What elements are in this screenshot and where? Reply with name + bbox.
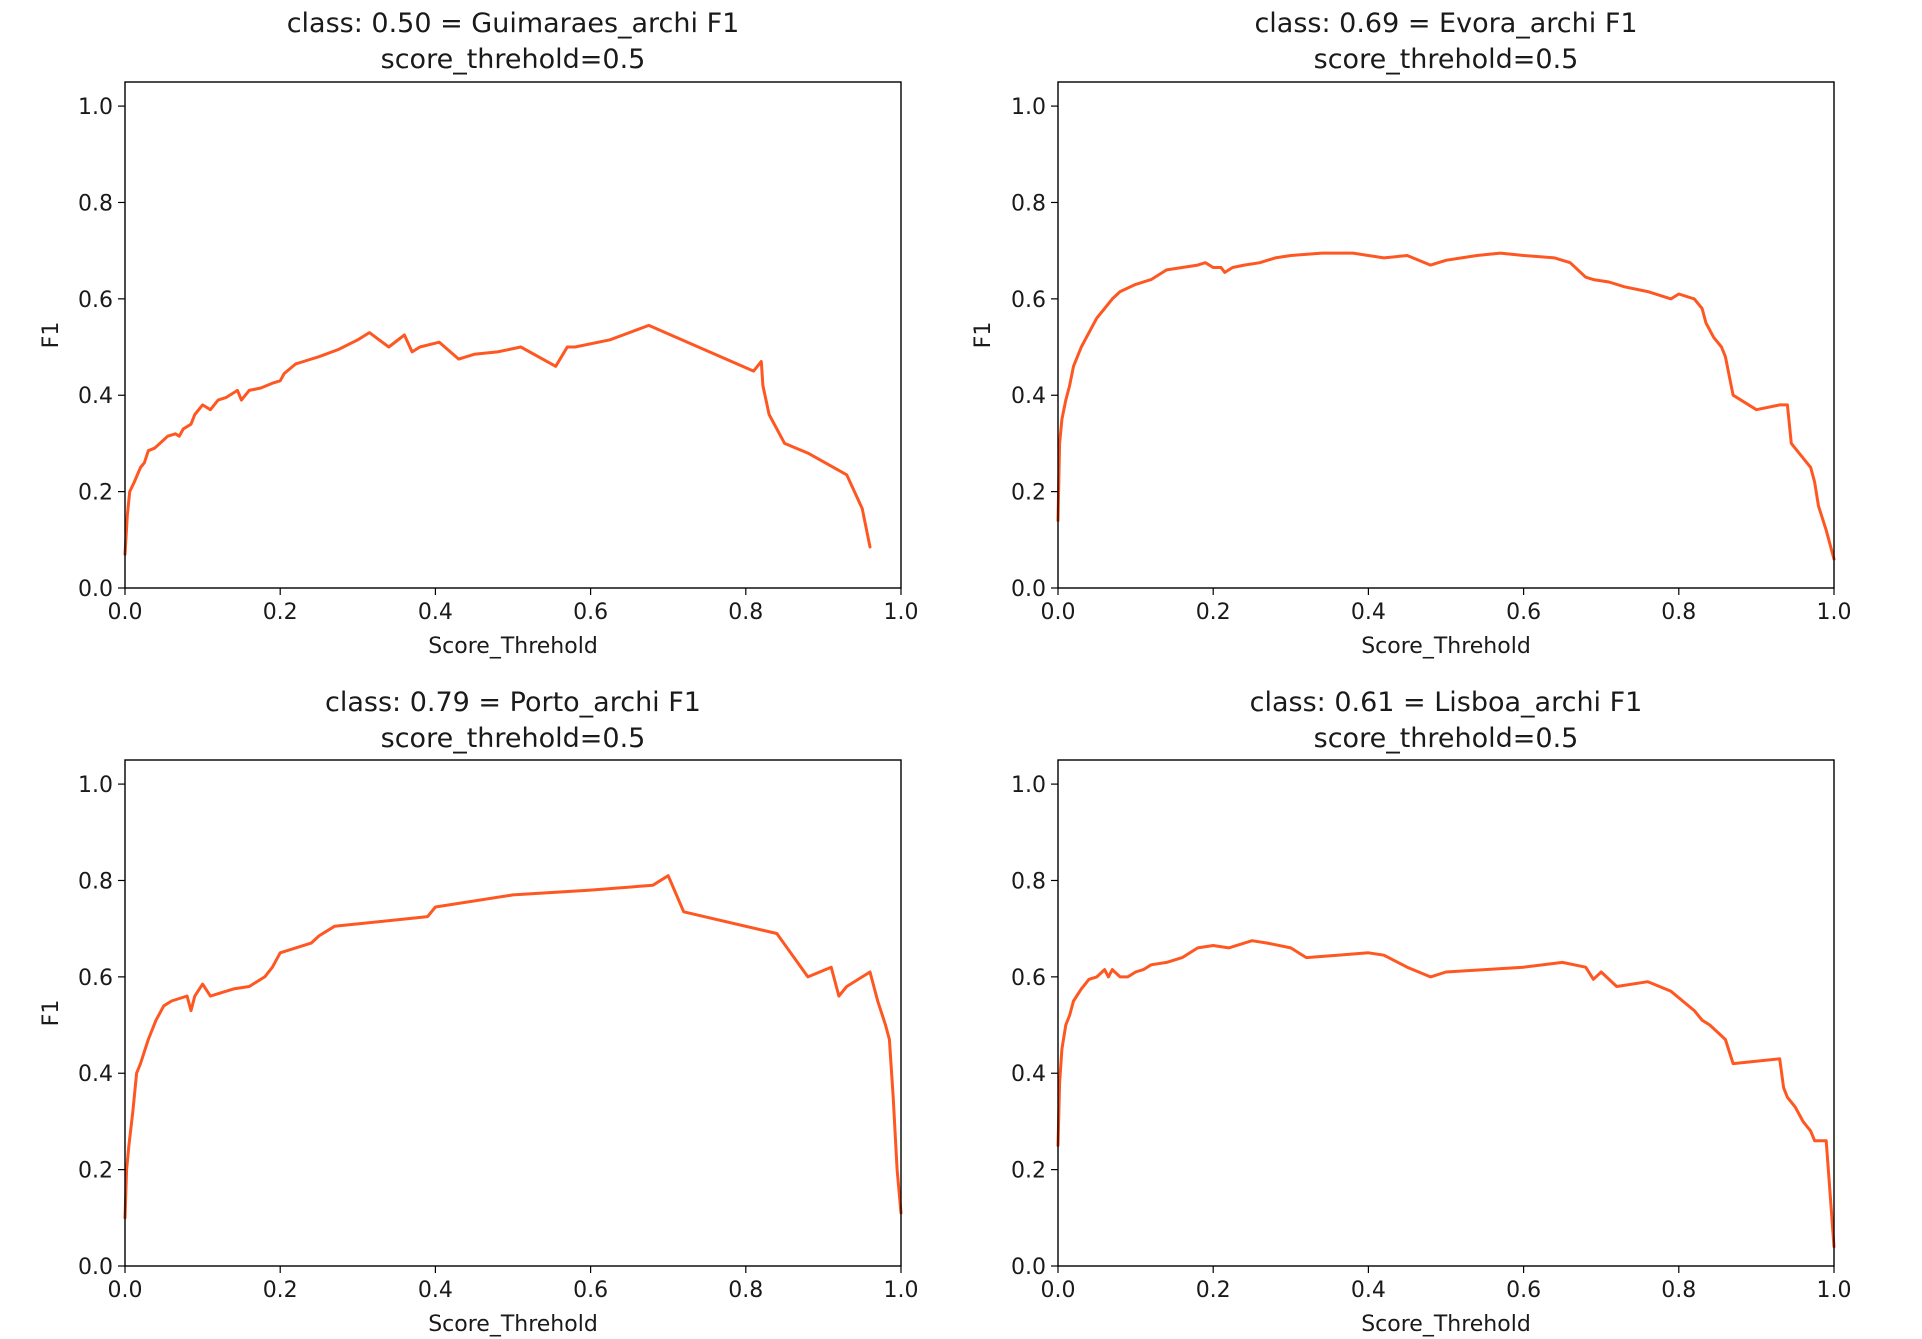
x-tick-label: 0.4	[418, 600, 453, 625]
x-axis-label: Score_Threhold	[428, 634, 598, 659]
x-tick-label: 0.4	[1351, 1278, 1386, 1303]
y-tick-label: 1.0	[1011, 773, 1046, 798]
y-tick-label: 0.6	[78, 966, 113, 991]
x-tick-label: 0.6	[573, 1278, 608, 1303]
series-line	[1056, 251, 1836, 561]
x-tick-label: 0.2	[263, 600, 298, 625]
y-tick-label: 1.0	[78, 773, 113, 798]
series-line	[1056, 939, 1836, 1249]
series-line	[123, 874, 903, 1220]
x-tick-label: 0.2	[1196, 1278, 1231, 1303]
y-tick-label: 0.2	[78, 481, 113, 506]
x-tick-label: 1.0	[1817, 1278, 1852, 1303]
y-tick-label: 0.2	[1011, 481, 1046, 506]
y-tick-label: 0.8	[78, 869, 113, 894]
y-tick-label: 0.4	[78, 1062, 113, 1087]
chart-subtitle: score_threhold=0.5	[381, 44, 646, 75]
y-tick-label: 0.6	[1011, 966, 1046, 991]
x-tick-label: 1.0	[884, 600, 919, 625]
y-axis-label: F1	[39, 1000, 64, 1027]
y-tick-label: 0.0	[78, 1255, 113, 1280]
x-tick-label: 0.2	[1196, 600, 1231, 625]
x-tick-label: 0.8	[1661, 1278, 1696, 1303]
plot-frame	[124, 759, 902, 1267]
chart-subtitle: score_threhold=0.5	[1314, 44, 1579, 75]
plot-frame	[1057, 81, 1835, 589]
y-tick-label: 0.2	[1011, 1159, 1046, 1184]
subplot-evora: class: 0.69 = Evora_archi F1 score_threh…	[971, 8, 1852, 659]
x-axis-label: Score_Threhold	[1361, 1312, 1531, 1337]
y-tick-label: 0.4	[1011, 384, 1046, 409]
y-tick-label: 0.0	[1011, 577, 1046, 602]
x-tick-label: 0.8	[728, 600, 763, 625]
y-tick-label: 1.0	[78, 95, 113, 120]
chart-subtitle: score_threhold=0.5	[1314, 723, 1579, 754]
x-tick-label: 0.6	[573, 600, 608, 625]
series-line	[123, 323, 872, 556]
subplot-porto: class: 0.79 = Porto_archi F1 score_threh…	[39, 687, 919, 1337]
y-tick-label: 1.0	[1011, 95, 1046, 120]
plot-frame	[1057, 759, 1835, 1267]
subplot-lisboa: class: 0.61 = Lisboa_archi F1 score_thre…	[1011, 687, 1852, 1337]
y-axis-label: F1	[39, 322, 64, 349]
chart-title: class: 0.79 = Porto_archi F1	[325, 687, 701, 718]
x-tick-label: 0.0	[108, 1278, 143, 1303]
y-tick-label: 0.6	[78, 288, 113, 313]
chart-title: class: 0.69 = Evora_archi F1	[1254, 8, 1637, 39]
x-tick-label: 0.0	[1041, 1278, 1076, 1303]
plot-frame	[124, 81, 902, 589]
chart-title: class: 0.61 = Lisboa_archi F1	[1250, 687, 1643, 718]
chart-subtitle: score_threhold=0.5	[381, 723, 646, 754]
y-tick-label: 0.8	[1011, 869, 1046, 894]
y-tick-label: 0.0	[78, 577, 113, 602]
y-tick-label: 0.2	[78, 1159, 113, 1184]
x-tick-label: 1.0	[1817, 600, 1852, 625]
x-tick-label: 0.8	[728, 1278, 763, 1303]
x-tick-label: 0.8	[1661, 600, 1696, 625]
y-axis-label: F1	[971, 322, 996, 349]
x-axis-label: Score_Threhold	[428, 1312, 598, 1337]
x-tick-label: 0.2	[263, 1278, 298, 1303]
y-tick-label: 0.8	[1011, 191, 1046, 216]
x-axis-label: Score_Threhold	[1361, 634, 1531, 659]
y-tick-label: 0.0	[1011, 1255, 1046, 1280]
x-tick-label: 0.4	[1351, 600, 1386, 625]
y-tick-label: 0.4	[78, 384, 113, 409]
y-tick-label: 0.4	[1011, 1062, 1046, 1087]
x-tick-label: 0.0	[1041, 600, 1076, 625]
x-tick-label: 0.6	[1506, 1278, 1541, 1303]
y-tick-label: 0.8	[78, 191, 113, 216]
y-tick-label: 0.6	[1011, 288, 1046, 313]
subplot-guimaraes: class: 0.50 = Guimaraes_archi F1 score_t…	[39, 8, 919, 659]
x-tick-label: 0.4	[418, 1278, 453, 1303]
x-tick-label: 1.0	[884, 1278, 919, 1303]
x-tick-label: 0.0	[108, 600, 143, 625]
x-tick-label: 0.6	[1506, 600, 1541, 625]
chart-title: class: 0.50 = Guimaraes_archi F1	[287, 8, 740, 39]
